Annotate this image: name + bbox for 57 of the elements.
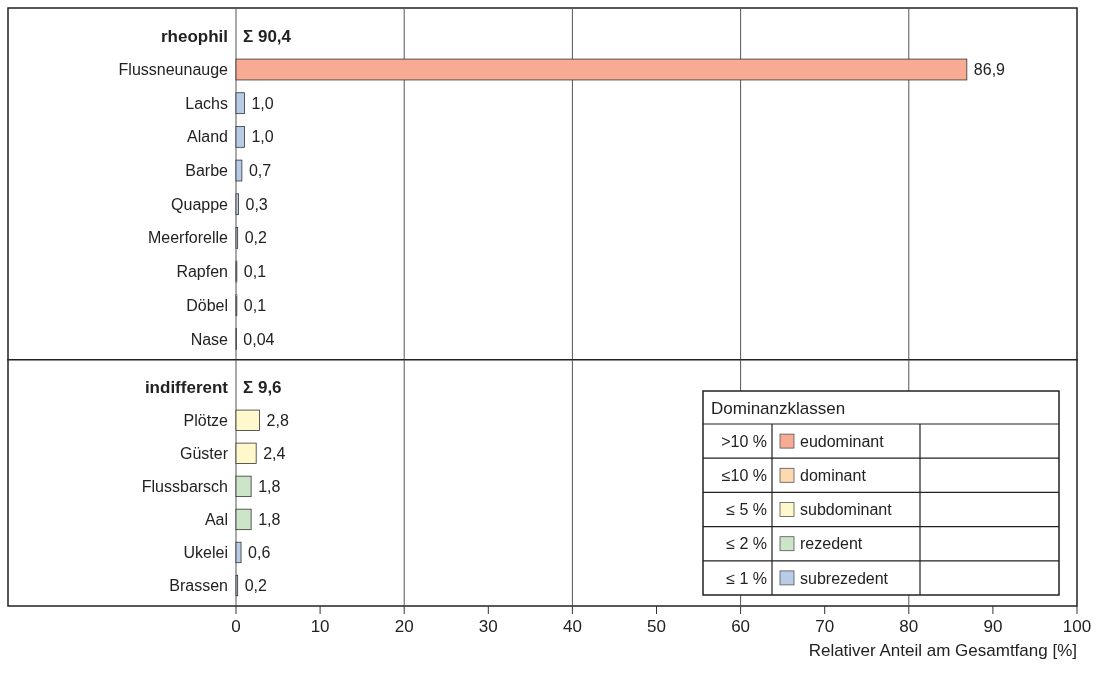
data-label: 86,9 [973, 61, 1006, 79]
x-tick-label: 70 [815, 617, 835, 636]
y-tick-label: Nase [190, 330, 229, 348]
y-tick-label: Lachs [185, 94, 228, 112]
x-tick-label: 100 [1062, 617, 1092, 636]
annotation: ≤ 1 % [726, 569, 767, 587]
data-label: 0,1 [243, 263, 267, 281]
y-tick-label: Flussneunauge [118, 61, 229, 79]
y-tick-label: Aal [204, 511, 228, 529]
legend-label: subrezedent [800, 569, 889, 587]
data-label: 1,0 [251, 128, 274, 146]
annotation: ≤10 % [721, 466, 767, 484]
y-tick-label: rheophil [160, 26, 228, 46]
legend-label: rezedent [800, 535, 863, 553]
x-tick-label: 10 [310, 617, 330, 636]
data-label: 0,7 [248, 162, 272, 180]
x-tick-label: 90 [983, 617, 1003, 636]
y-tick-label: Meerforelle [147, 229, 229, 247]
legend-label: eudominant [800, 432, 885, 450]
y-tick-label: Rapfen [176, 263, 228, 281]
y-tick-label: Aland [187, 128, 228, 146]
x-tick-label: 30 [478, 617, 498, 636]
annotation: Σ 90,4 [243, 26, 292, 46]
data-label: 0,3 [245, 195, 268, 213]
data-label: 2,4 [263, 444, 286, 462]
data-label: 0,1 [243, 296, 267, 314]
x-tick-label: 40 [562, 617, 582, 636]
x-tick-label: 50 [647, 617, 666, 636]
annotation: Σ 9,6 [243, 378, 282, 398]
data-label: 0,2 [244, 229, 268, 247]
data-label: 1,0 [251, 94, 274, 112]
y-tick-label: Quappe [171, 195, 229, 213]
y-tick-label: Flussbarsch [141, 477, 228, 495]
data-label: 0,04 [243, 330, 275, 348]
y-tick-label: Barbe [185, 162, 229, 180]
annotation: >10 % [721, 432, 767, 450]
y-tick-label: Güster [179, 444, 229, 462]
data-label: 0,2 [244, 577, 268, 595]
y-tick-label: indifferent [144, 378, 229, 398]
x-tick-label: 60 [731, 617, 751, 636]
legend-label: dominant [800, 466, 867, 484]
y-tick-label: Plötze [183, 411, 229, 429]
y-tick-label: Brassen [169, 577, 228, 595]
annotation: ≤ 2 % [726, 535, 767, 553]
x-tick-label: 80 [899, 617, 919, 636]
y-tick-label: Döbel [186, 296, 228, 314]
x-axis-title: Relativer Anteil am Gesamtfang [%] [808, 641, 1077, 660]
x-tick-label: 0 [231, 617, 241, 636]
legend-label: subdominant [800, 501, 893, 519]
legend-title: Dominanzklassen [711, 398, 846, 418]
data-label: 2,8 [266, 411, 289, 429]
annotation: ≤ 5 % [726, 501, 767, 519]
y-tick-label: Ukelei [183, 544, 228, 562]
data-label: 0,6 [248, 544, 271, 562]
data-label: 1,8 [258, 511, 281, 529]
x-tick-label: 20 [394, 617, 414, 636]
data-label: 1,8 [258, 477, 281, 495]
